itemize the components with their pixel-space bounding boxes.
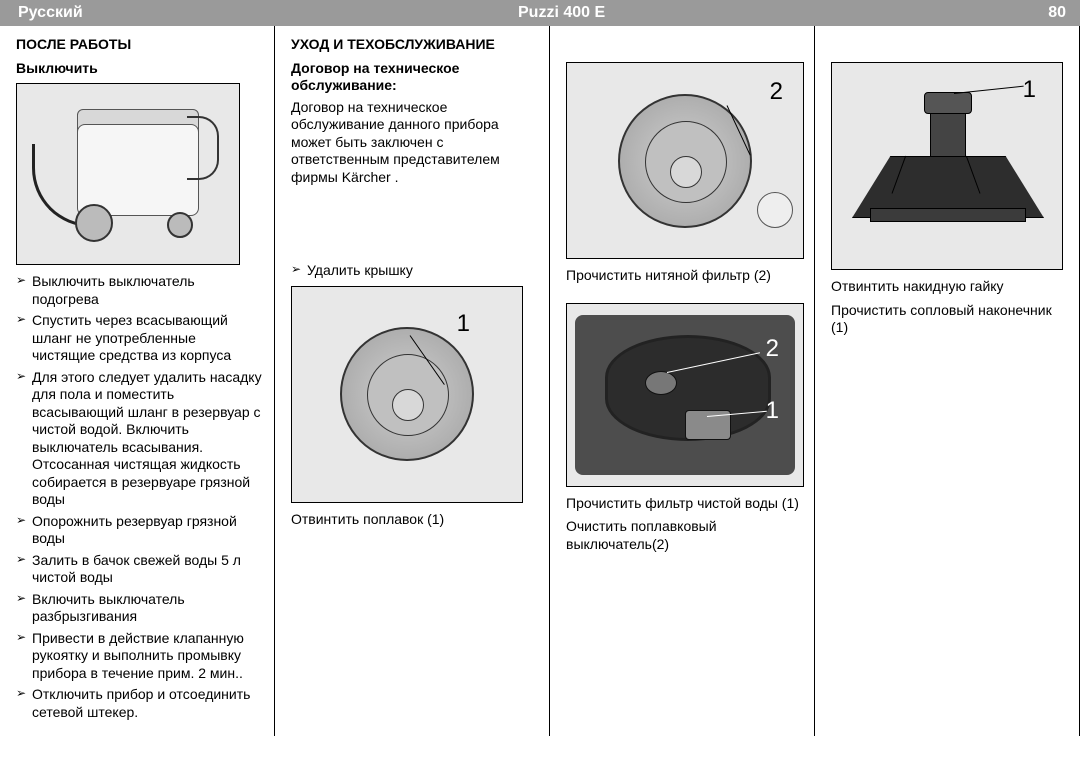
side-cap <box>757 192 793 228</box>
col2-subheading: Договор на техническое обслуживание: <box>291 60 537 95</box>
list-item: Удалить крышку <box>291 262 537 280</box>
header-language: Русский <box>0 3 518 23</box>
column-3: 2 Прочистить нитяной фильтр (2) 2 1 Проч… <box>550 26 815 736</box>
annotation-1: 1 <box>1023 75 1036 105</box>
opening-illustration <box>575 315 795 475</box>
caption-clean-nozzle-tip: Прочистить сопловый наконечник (1) <box>831 302 1067 337</box>
header-page-number: 80 <box>1006 3 1080 23</box>
caption-clean-float-switch: Очистить поплавковый выключатель(2) <box>566 518 802 553</box>
header-model: Puzzi 400 E <box>518 3 1006 23</box>
caption-clean-water-filter: Прочистить фильтр чистой воды (1) <box>566 495 802 513</box>
figure-tank-opening: 2 1 <box>566 303 804 487</box>
figure-nozzle: 1 <box>831 62 1063 270</box>
col1-subheading: Выключить <box>16 60 262 78</box>
list-item: Опорожнить резервуар грязной воды <box>16 513 262 548</box>
page-header: Русский Puzzi 400 E 80 <box>0 0 1080 26</box>
col2-heading: УХОД И ТЕХОБСЛУЖИВАНИЕ <box>291 36 537 54</box>
col2-paragraph: Договор на техническое обслуживание данн… <box>291 99 537 187</box>
annotation-1: 1 <box>766 396 779 426</box>
vacuum-illustration <box>17 84 239 264</box>
annotation-2: 2 <box>766 334 779 364</box>
caption-unscrew-nut: Отвинтить накидную гайку <box>831 278 1067 296</box>
figure-vacuum <box>16 83 240 265</box>
list-item: Включить выключатель разбрызгивания <box>16 591 262 626</box>
list-item: Привести в действие клапанную рукоятку и… <box>16 630 262 683</box>
list-item: Отключить прибор и отсоединить сетевой ш… <box>16 686 262 721</box>
page-content: ПОСЛЕ РАБОТЫ Выключить Выключить выключа… <box>0 26 1080 736</box>
column-4: 1 Отвинтить накидную гайку Прочистить со… <box>815 26 1080 736</box>
caption-clean-thread-filter: Прочистить нитяной фильтр (2) <box>566 267 802 285</box>
col1-heading: ПОСЛЕ РАБОТЫ <box>16 36 262 54</box>
figure-thread-filter: 2 <box>566 62 804 259</box>
figure-lid-float: 1 <box>291 286 523 503</box>
lid-illustration <box>340 327 474 461</box>
col1-steps: Выключить выключатель подогрева Спустить… <box>16 273 262 721</box>
caption-unscrew-float: Отвинтить поплавок (1) <box>291 511 537 529</box>
column-1: ПОСЛЕ РАБОТЫ Выключить Выключить выключа… <box>0 26 275 736</box>
column-2: УХОД И ТЕХОБСЛУЖИВАНИЕ Договор на технич… <box>275 26 550 736</box>
list-item: Для этого следует удалить насадку для по… <box>16 369 262 509</box>
annotation-2: 2 <box>770 77 783 107</box>
col2-step-remove-lid: Удалить крышку <box>291 262 537 280</box>
nozzle-illustration <box>842 86 1052 246</box>
annotation-1: 1 <box>457 309 470 339</box>
lid-illustration <box>618 94 752 228</box>
list-item: Спустить через всасывающий шланг не упот… <box>16 312 262 365</box>
list-item: Залить в бачок свежей воды 5 л чистой во… <box>16 552 262 587</box>
list-item: Выключить выключатель подогрева <box>16 273 262 308</box>
